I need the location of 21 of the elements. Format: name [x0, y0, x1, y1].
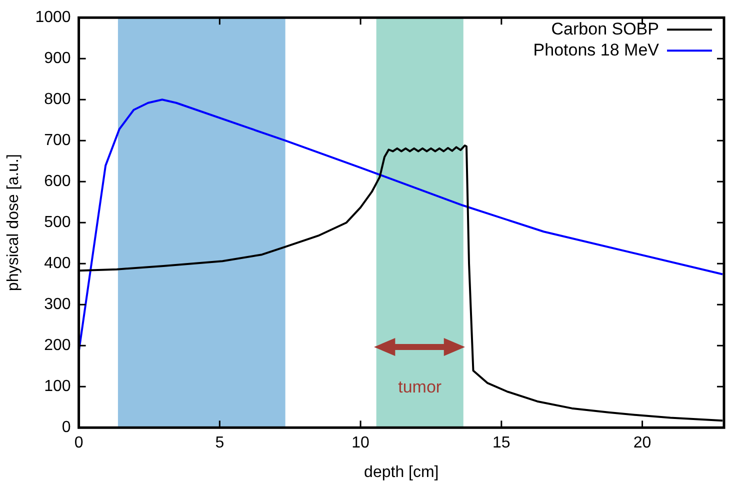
- x-tick-label: 10: [352, 434, 370, 452]
- x-axis-title: depth [cm]: [364, 464, 439, 481]
- y-tick-label: 100: [44, 378, 71, 396]
- annotation: tumor: [398, 377, 442, 396]
- y-axis-title: physical dose [a.u.]: [5, 154, 22, 292]
- y-tick-label: 1000: [35, 9, 71, 26]
- x-tick-label: 5: [215, 434, 224, 452]
- x-tick-label: 15: [492, 434, 510, 452]
- y-tick-label: 500: [44, 214, 71, 232]
- y-tick-label: 400: [44, 255, 71, 272]
- x-tick-label: 0: [74, 434, 84, 452]
- y-tick-label: 0: [62, 419, 71, 436]
- y-tick-label: 700: [44, 132, 71, 150]
- y-tick-label: 900: [44, 50, 71, 68]
- y-tick-label: 200: [44, 337, 71, 354]
- legend-label: Photons 18 MeV: [533, 40, 660, 60]
- legend-label: Carbon SOBP: [551, 19, 659, 38]
- y-tick-label: 800: [44, 91, 71, 108]
- y-tick-label: 600: [44, 173, 71, 190]
- x-tick-label: 20: [633, 434, 652, 452]
- y-tick-label: 300: [44, 296, 71, 314]
